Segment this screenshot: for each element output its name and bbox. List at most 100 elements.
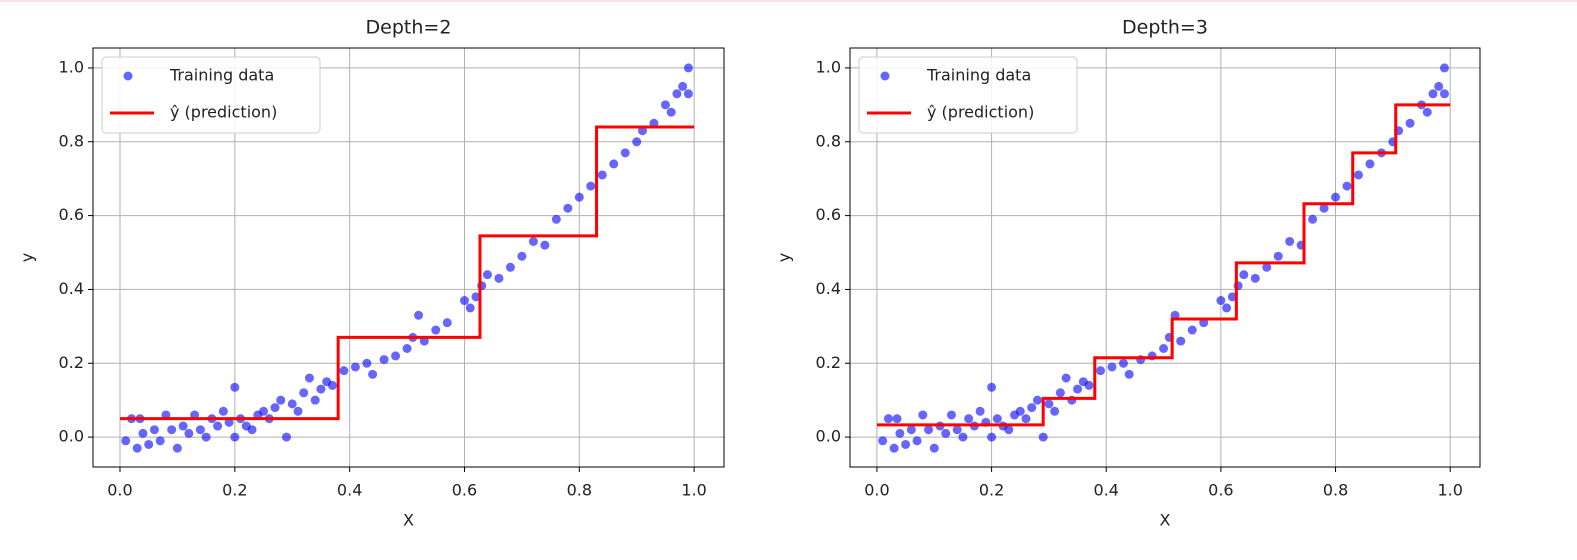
data-point: [528, 236, 538, 246]
data-point: [1405, 118, 1415, 128]
data-point: [299, 388, 309, 398]
x-tick-label: 0.6: [1208, 481, 1233, 500]
data-point: [964, 414, 974, 424]
data-point: [1308, 214, 1318, 224]
y-tick-label: 0.0: [816, 427, 841, 446]
data-point: [1187, 325, 1197, 335]
legend-label: ŷ (prediction): [927, 103, 1034, 122]
data-point: [149, 425, 159, 435]
data-point: [310, 395, 320, 405]
x-tick-label: 1.0: [681, 481, 706, 500]
data-point: [270, 403, 280, 413]
data-point: [672, 89, 682, 99]
data-point: [906, 425, 916, 435]
x-tick-label: 0.0: [107, 481, 132, 500]
x-axis-label: X: [1160, 511, 1171, 530]
data-point: [402, 343, 412, 353]
data-point: [1084, 380, 1094, 390]
data-point: [1331, 192, 1341, 202]
data-point: [195, 425, 205, 435]
data-point: [132, 443, 142, 453]
data-point: [975, 406, 985, 416]
data-point: [892, 414, 902, 424]
data-point: [540, 240, 550, 250]
y-tick-label: 0.4: [816, 279, 841, 298]
data-point: [895, 428, 905, 438]
data-point: [1021, 414, 1031, 424]
data-point: [941, 428, 951, 438]
data-point: [155, 436, 165, 446]
data-point: [918, 410, 928, 420]
data-point: [293, 406, 303, 416]
data-point: [609, 159, 619, 169]
data-point: [1428, 89, 1438, 99]
data-point: [660, 100, 670, 110]
data-point: [1250, 273, 1260, 283]
data-point: [620, 148, 630, 158]
axes-frame: [849, 47, 1481, 468]
y-tick-label: 0.6: [59, 205, 84, 224]
data-point: [1038, 432, 1048, 442]
data-point: [1118, 358, 1128, 368]
data-point: [304, 373, 314, 383]
data-point: [316, 384, 326, 394]
x-tick-label: 0.4: [337, 481, 362, 500]
legend-box: [101, 56, 321, 134]
data-point: [1055, 388, 1065, 398]
data-point: [247, 425, 257, 435]
data-point: [1227, 292, 1237, 302]
data-point: [1176, 336, 1186, 346]
data-point: [987, 382, 997, 392]
data-point: [414, 310, 424, 320]
data-point: [1342, 181, 1352, 191]
data-point: [362, 358, 372, 368]
data-point: [465, 303, 475, 313]
y-tick-label: 0.6: [816, 205, 841, 224]
data-point: [1434, 81, 1444, 91]
legend-marker: [880, 71, 890, 81]
y-tick-label: 0.4: [59, 279, 84, 298]
data-point: [1262, 262, 1272, 272]
data-point: [1319, 203, 1329, 213]
data-point: [1273, 251, 1283, 261]
legend-marker: [123, 71, 133, 81]
data-point: [666, 107, 676, 117]
x-tick-label: 0.4: [1094, 481, 1119, 500]
data-point: [281, 432, 291, 442]
data-point: [992, 414, 1002, 424]
data-point: [889, 443, 899, 453]
data-point: [379, 355, 389, 365]
data-point: [259, 406, 269, 416]
data-point: [946, 410, 956, 420]
data-point: [1365, 159, 1375, 169]
data-point: [563, 203, 573, 213]
data-point: [912, 436, 922, 446]
data-point: [1285, 236, 1295, 246]
data-point: [1124, 369, 1134, 379]
data-point: [952, 425, 962, 435]
data-point: [1239, 270, 1249, 280]
data-point: [929, 443, 939, 453]
data-point: [482, 270, 492, 280]
data-point: [230, 382, 240, 392]
data-point: [144, 439, 154, 449]
data-point: [494, 273, 504, 283]
data-point: [276, 395, 286, 405]
y-axis-label: y: [18, 253, 37, 262]
data-point: [1015, 406, 1025, 416]
data-point: [574, 192, 584, 202]
data-point: [327, 380, 337, 390]
prediction-line: [876, 103, 1451, 427]
data-point: [184, 428, 194, 438]
data-point: [1061, 373, 1071, 383]
data-point: [1439, 89, 1449, 99]
x-tick-label: 0.2: [222, 481, 247, 500]
data-point: [178, 421, 188, 431]
legend-label: Training data: [169, 66, 274, 85]
data-point: [586, 181, 596, 191]
data-point: [683, 63, 693, 73]
data-point: [958, 432, 968, 442]
data-point: [1216, 296, 1226, 306]
